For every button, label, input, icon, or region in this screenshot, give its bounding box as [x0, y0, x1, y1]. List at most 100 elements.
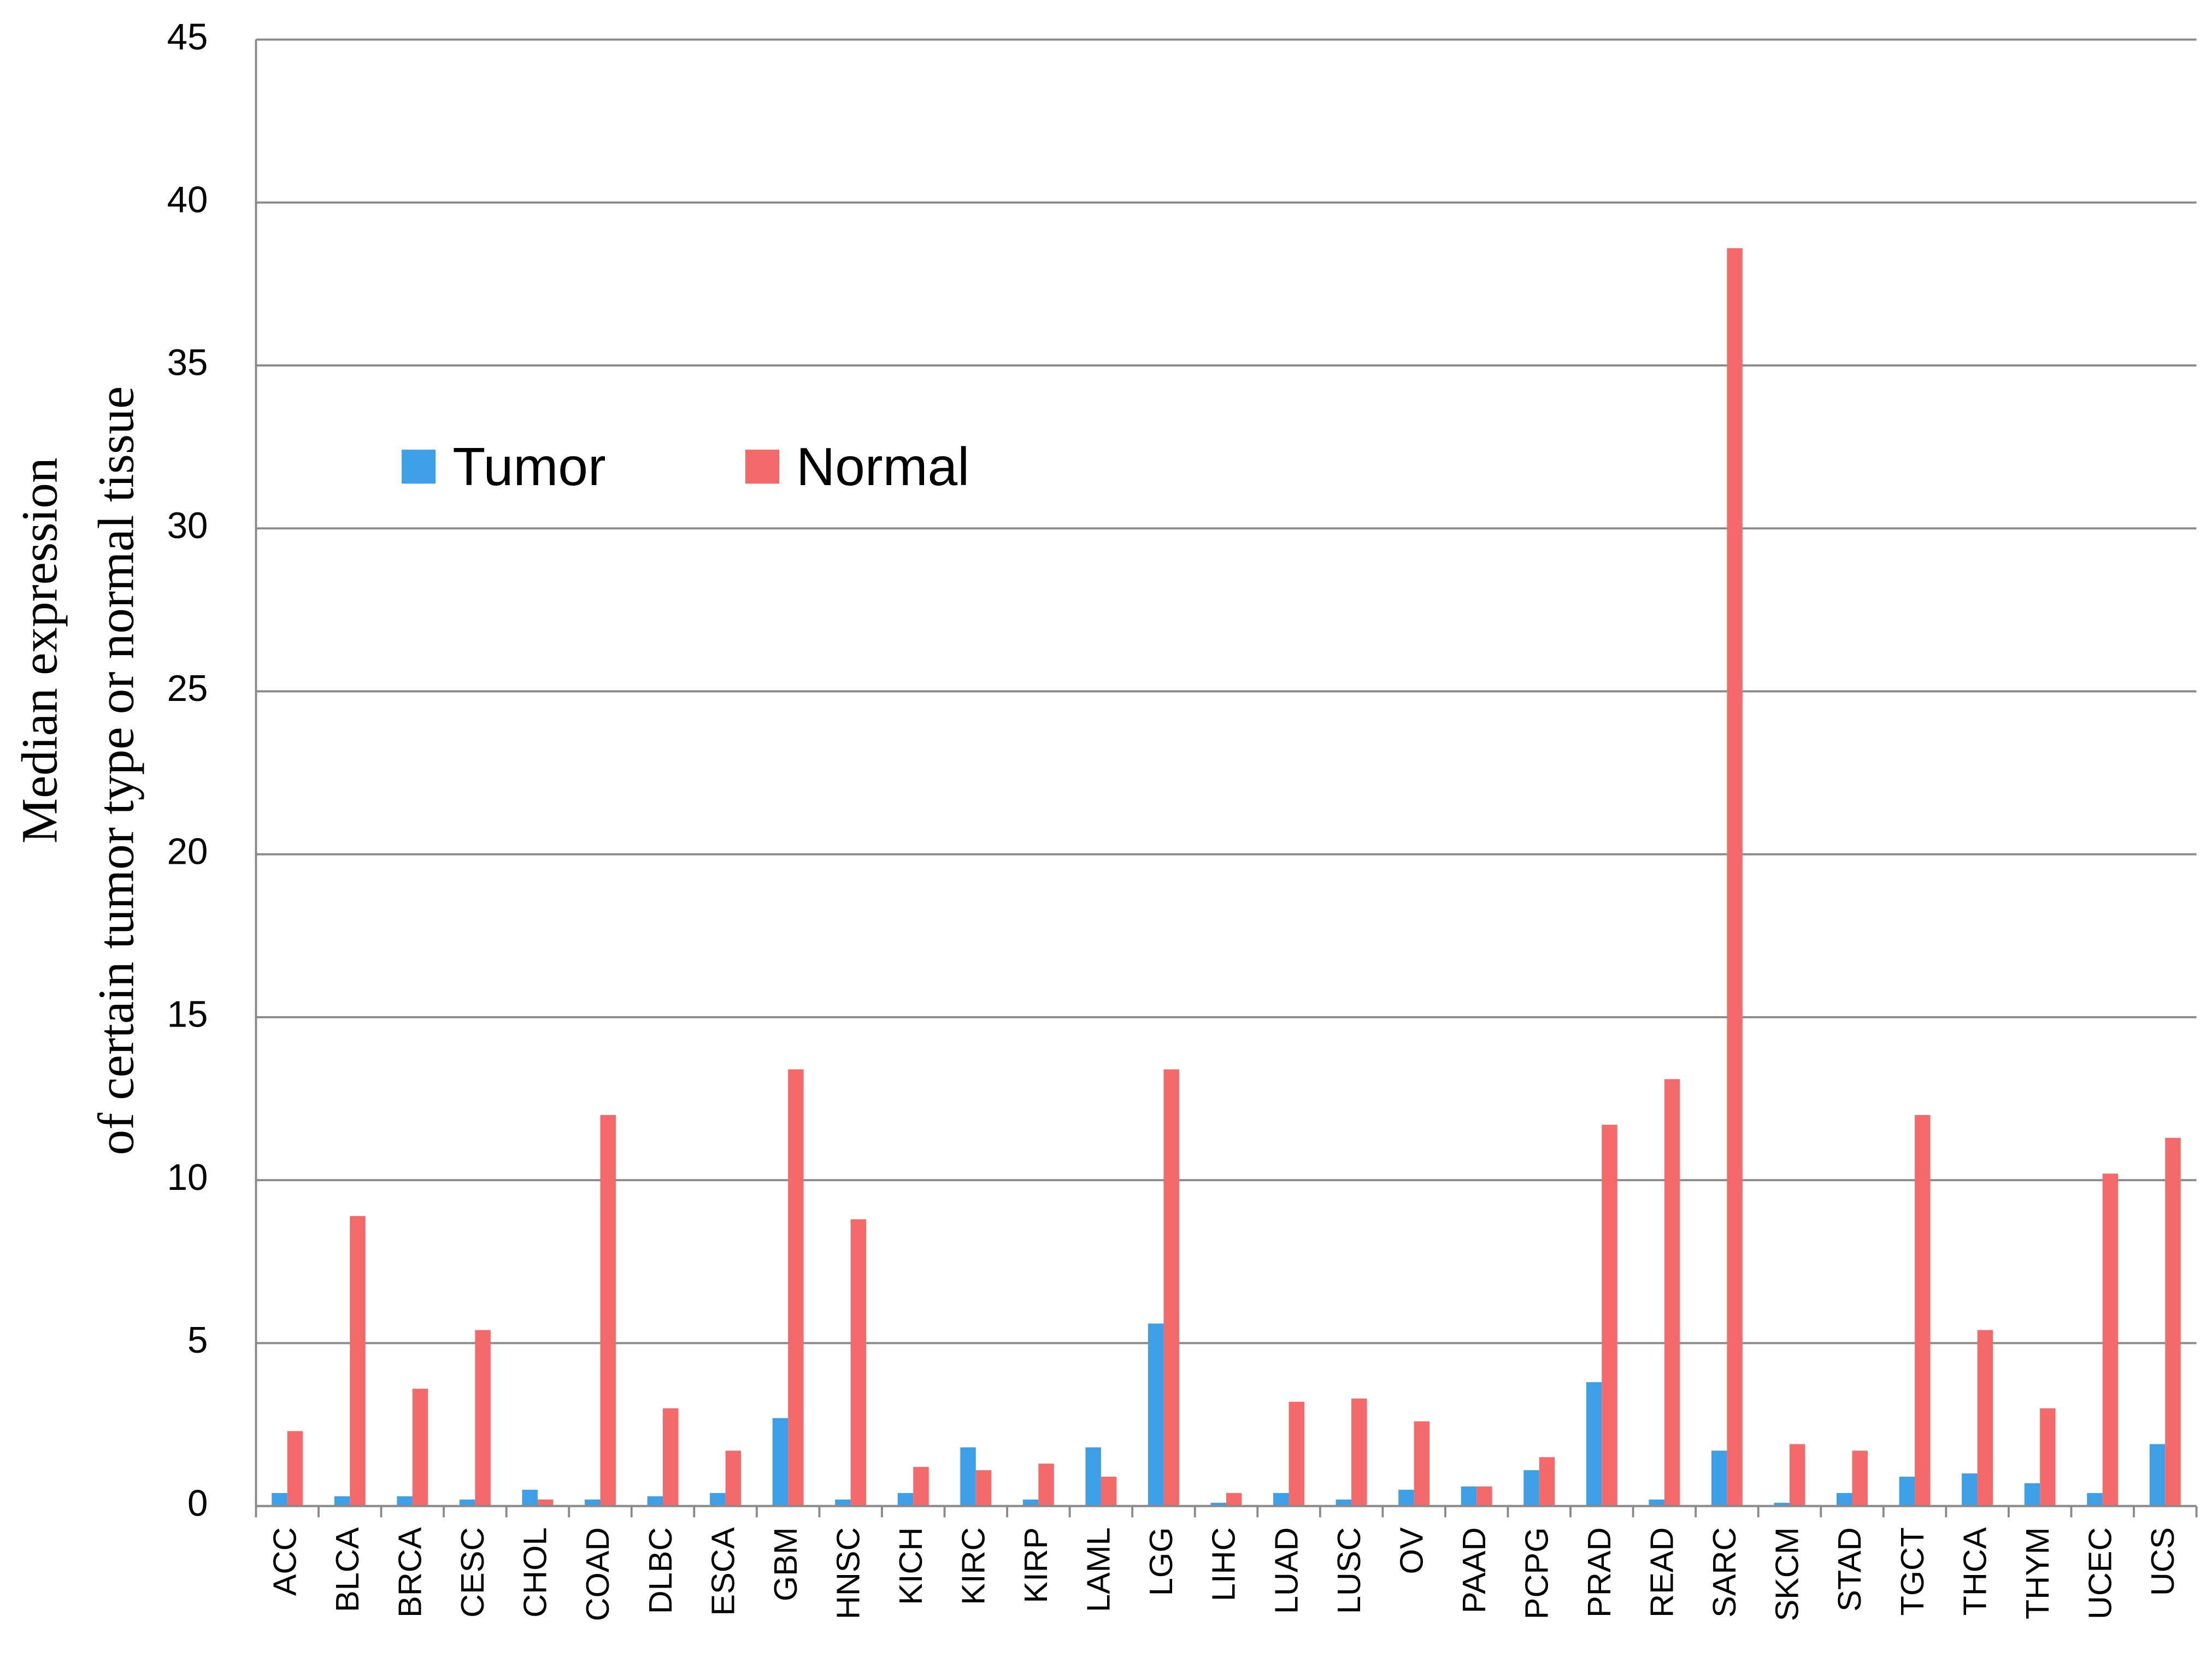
bar — [835, 1499, 851, 1506]
y-tick-label: 10 — [167, 1157, 208, 1198]
x-tick-label: CHOL — [517, 1528, 554, 1618]
bar — [788, 1069, 804, 1506]
bar — [1649, 1499, 1664, 1506]
bar — [1336, 1499, 1352, 1506]
bar — [537, 1499, 554, 1506]
bar — [1664, 1079, 1680, 1506]
bar — [647, 1496, 663, 1506]
y-axis-title: of certain tumor type or normal tissue — [88, 386, 144, 1155]
bar — [1711, 1450, 1727, 1506]
bar — [2040, 1408, 2056, 1506]
x-tick-label: UCS — [2144, 1528, 2181, 1596]
x-tick-label: LUAD — [1268, 1528, 1304, 1614]
bar — [772, 1418, 789, 1506]
x-tick-label: LGG — [1143, 1528, 1179, 1596]
bar — [412, 1388, 428, 1506]
bar — [1148, 1323, 1164, 1506]
bar — [960, 1447, 976, 1506]
x-tick-label: UCEC — [2081, 1528, 2118, 1620]
bar — [350, 1216, 366, 1506]
bar — [459, 1499, 475, 1506]
bar — [1837, 1493, 1852, 1506]
bar — [850, 1219, 867, 1506]
bar — [710, 1493, 726, 1506]
x-tick-label: GBM — [767, 1528, 804, 1602]
bar — [522, 1489, 538, 1506]
bar — [1398, 1489, 1414, 1506]
bar — [1476, 1486, 1492, 1506]
x-tick-label: READ — [1644, 1528, 1680, 1618]
x-tick-label: DLBC — [642, 1528, 679, 1614]
bar — [334, 1496, 350, 1506]
bar — [1789, 1444, 1805, 1506]
bar — [725, 1450, 742, 1506]
bar — [1602, 1124, 1617, 1506]
legend-label: Tumor — [452, 437, 605, 497]
y-tick-label: 40 — [167, 180, 208, 221]
bar — [397, 1496, 413, 1506]
bar — [1101, 1476, 1117, 1506]
y-tick-label: 15 — [167, 994, 208, 1035]
y-tick-label: 20 — [167, 831, 208, 872]
bar — [1774, 1502, 1790, 1506]
bar — [2087, 1493, 2103, 1506]
bar — [1977, 1330, 1993, 1506]
bar — [585, 1499, 601, 1506]
bar — [1461, 1486, 1477, 1506]
bar — [975, 1470, 992, 1506]
x-tick-label: PCPG — [1518, 1528, 1555, 1620]
x-tick-label: THCA — [1956, 1527, 1993, 1615]
x-tick-label: KIRC — [955, 1528, 992, 1605]
legend-label: Normal — [796, 437, 969, 497]
bar — [1962, 1473, 1978, 1506]
x-tick-label: OV — [1393, 1527, 1429, 1574]
x-tick-label: KIRP — [1017, 1528, 1054, 1603]
bar — [1226, 1493, 1242, 1506]
y-tick-label: 35 — [167, 343, 208, 384]
x-tick-label: LUSC — [1331, 1528, 1367, 1614]
bar — [272, 1493, 287, 1506]
bar — [475, 1330, 491, 1506]
bar — [1586, 1382, 1602, 1506]
x-tick-label: LAML — [1080, 1528, 1117, 1612]
y-tick-label: 0 — [187, 1483, 208, 1524]
x-tick-label: LIHC — [1205, 1528, 1242, 1602]
x-tick-label: HNSC — [829, 1528, 866, 1620]
bar — [1351, 1398, 1367, 1506]
bar — [1539, 1457, 1555, 1506]
x-tick-label: TGCT — [1894, 1528, 1931, 1616]
bar — [913, 1467, 929, 1506]
y-tick-label: 25 — [167, 668, 208, 709]
bar — [2149, 1444, 2166, 1506]
x-tick-label: SARC — [1706, 1528, 1743, 1618]
x-tick-label: THYM — [2019, 1528, 2056, 1620]
y-tick-label: 30 — [167, 505, 208, 546]
bar — [1915, 1114, 1931, 1506]
bar — [1210, 1502, 1226, 1506]
legend-swatch — [402, 450, 436, 484]
x-tick-label: PRAD — [1581, 1528, 1617, 1618]
bar — [1085, 1447, 1101, 1506]
bar — [663, 1408, 679, 1506]
bar — [1727, 248, 1743, 1506]
bar — [1163, 1069, 1179, 1506]
bar — [1273, 1493, 1289, 1506]
y-axis-title: Median expression — [12, 457, 68, 843]
bar — [1523, 1470, 1539, 1506]
bar — [1899, 1476, 1915, 1506]
x-tick-label: BLCA — [329, 1527, 366, 1612]
bar — [2165, 1137, 2181, 1506]
x-tick-label: SKCM — [1769, 1528, 1805, 1621]
bar — [897, 1493, 914, 1506]
bar — [1022, 1499, 1039, 1506]
y-tick-label: 45 — [167, 16, 208, 57]
bar — [600, 1114, 616, 1506]
x-tick-label: BRCA — [392, 1527, 428, 1618]
bar — [287, 1431, 303, 1506]
legend-swatch — [745, 450, 780, 484]
y-tick-label: 5 — [187, 1320, 208, 1361]
x-tick-label: COAD — [579, 1528, 616, 1621]
x-tick-label: KICH — [892, 1528, 929, 1605]
x-tick-label: ESCA — [704, 1527, 741, 1615]
